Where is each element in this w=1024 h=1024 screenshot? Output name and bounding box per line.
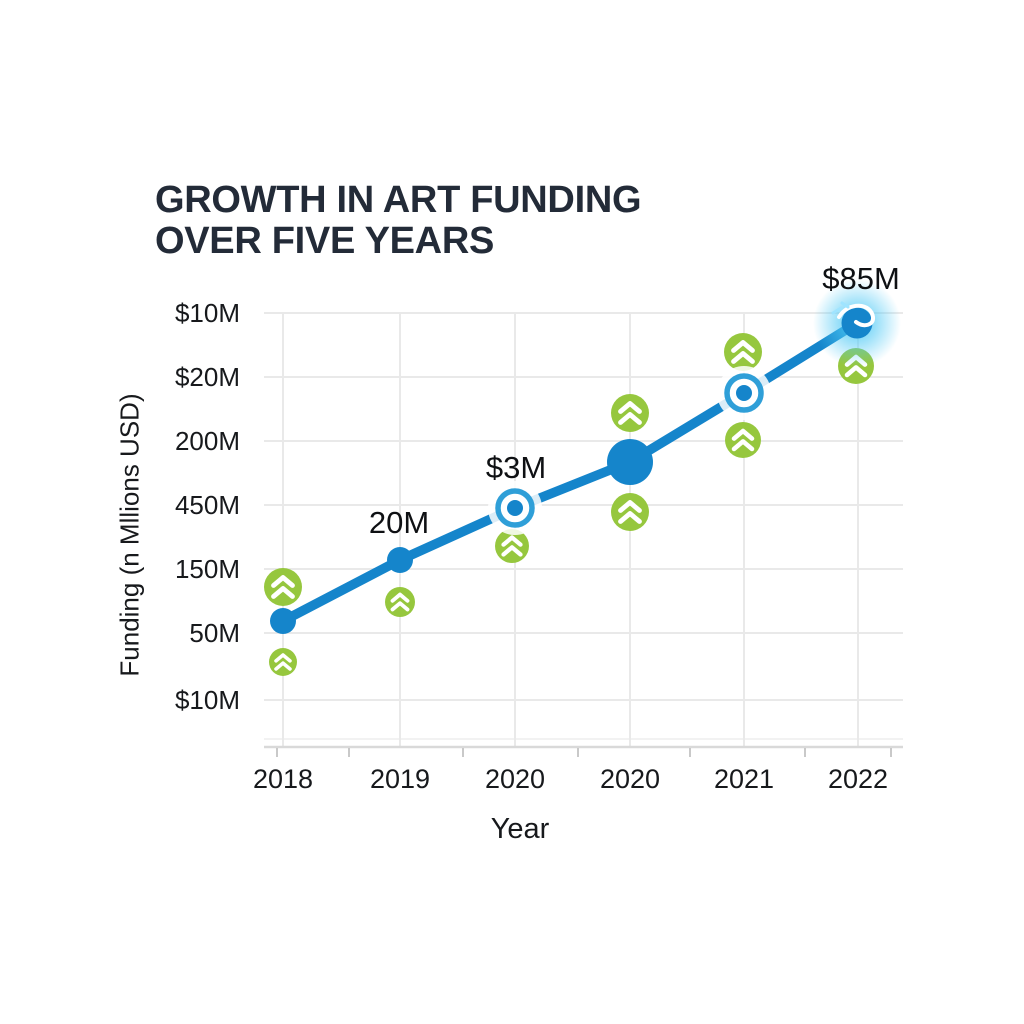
value-annotation: $3M: [486, 450, 546, 485]
data-point: [607, 439, 653, 485]
x-tick-label: 2019: [370, 764, 430, 794]
data-point-ring-center: [507, 500, 523, 516]
chevron-stroke: [271, 575, 295, 588]
chevron-stroke: [618, 511, 642, 524]
x-tick-label: 2021: [714, 764, 774, 794]
data-line: [278, 318, 862, 626]
chevron-stroke: [271, 586, 295, 599]
data-point: [387, 547, 413, 573]
x-tick-label: 2018: [253, 764, 313, 794]
chart-title: GROWTH IN ART FUNDING OVER FIVE YEARS: [155, 179, 642, 262]
x-tick-label: 2022: [828, 764, 888, 794]
x-axis-title: Year: [490, 813, 550, 845]
y-tick-label: 50M: [189, 618, 240, 648]
chevron-stroke: [618, 412, 642, 425]
chevron-stroke: [844, 365, 868, 378]
chevron-stroke: [731, 428, 755, 441]
chart-title-line1: GROWTH IN ART FUNDING: [155, 179, 642, 221]
chevron-stroke: [731, 351, 755, 364]
data-point: [270, 608, 296, 634]
x-tick-label: 2020: [600, 764, 660, 794]
y-tick-label: 150M: [175, 554, 240, 584]
y-tick-label: 450M: [175, 490, 240, 520]
y-tick-label: $20M: [175, 362, 240, 392]
sparkle-swirl-icon: [837, 303, 876, 328]
chevron-stroke: [390, 601, 410, 612]
chevron-stroke: [731, 340, 755, 353]
x-tick-label: 2020: [485, 764, 545, 794]
chevron-stroke: [274, 653, 292, 663]
y-tick-label: $10M: [175, 298, 240, 328]
chevron-stroke: [501, 545, 523, 557]
value-annotation: 20M: [369, 505, 429, 540]
data-point-ring-center: [736, 385, 752, 401]
chevron-stroke: [274, 661, 292, 671]
chevron-stroke: [731, 439, 755, 452]
chevron-stroke: [618, 401, 642, 414]
y-tick-label: 200M: [175, 426, 240, 456]
sparkle-accent-icon: [831, 301, 850, 315]
chevron-stroke: [501, 535, 523, 547]
y-tick-label: $10M: [175, 685, 240, 715]
chart-title-line2: OVER FIVE YEARS: [155, 220, 495, 262]
chevron-stroke: [390, 592, 410, 603]
chevron-stroke: [618, 500, 642, 513]
value-annotation: $85M: [822, 261, 900, 296]
